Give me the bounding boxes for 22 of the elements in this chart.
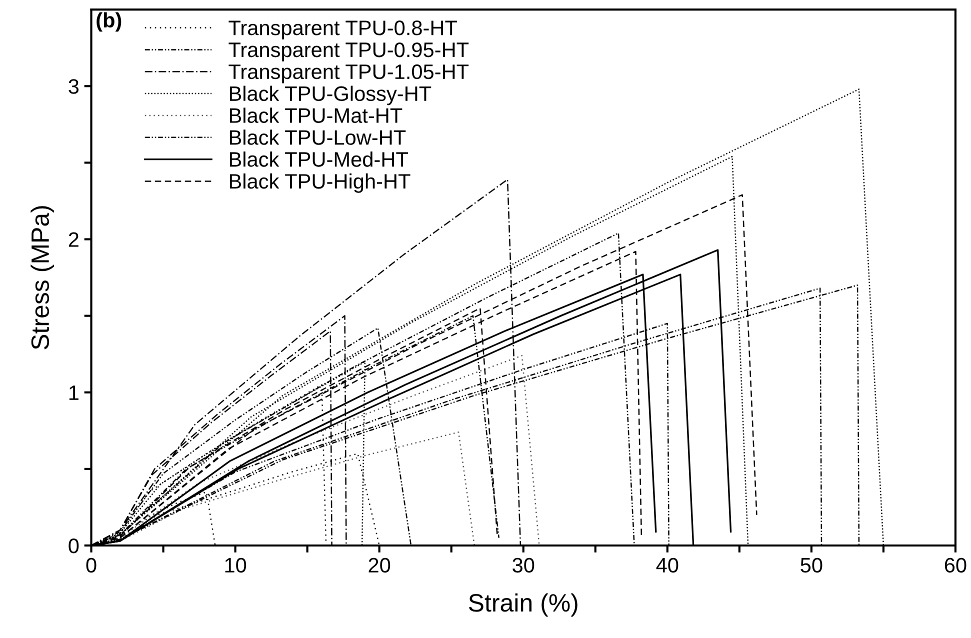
x-tick-label: 20 (368, 558, 390, 573)
annotation: (b) (96, 12, 122, 32)
y-axis-title: Stress (MPa) (30, 206, 54, 350)
y-tick-label: 2 (68, 232, 78, 247)
legend-label: Black TPU-Glossy-HT (230, 86, 432, 106)
legend-label: Black TPU-High-HT (230, 173, 410, 193)
x-tick-label: 60 (944, 558, 966, 573)
x-tick-label: 30 (512, 558, 534, 573)
x-tick-label: 0 (86, 558, 96, 573)
legend-label: Transparent TPU-0.95-HT (228, 42, 469, 62)
legend-label: Transparent TPU-1.05-HT (228, 64, 469, 84)
y-tick-label: 0 (68, 538, 79, 554)
x-tick-label: 10 (225, 558, 246, 573)
x-axis-title: Strain (%) (468, 593, 578, 617)
legend-label: Transparent TPU-0.8-HT (228, 20, 457, 40)
y-tick-label: 1 (69, 386, 78, 400)
legend-label: Black TPU-Low-HT (230, 130, 406, 145)
x-tick-label: 40 (656, 558, 678, 573)
legend-label: Black TPU-Mat-HT (230, 108, 402, 123)
y-tick-label: 3 (68, 79, 79, 94)
x-tick-label: 50 (800, 558, 822, 573)
legend-label: Black TPU-Med-HT (230, 152, 408, 167)
